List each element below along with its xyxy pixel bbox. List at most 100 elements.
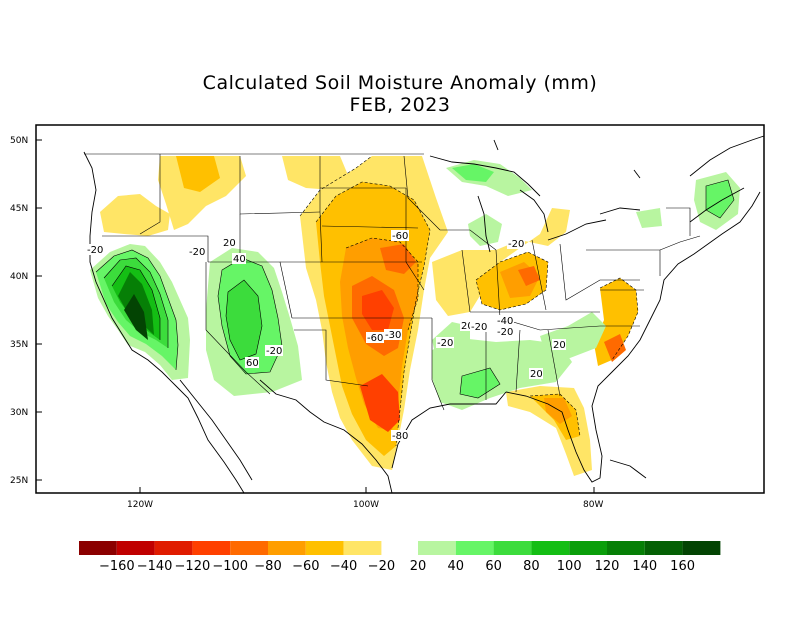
kansas-dry-core xyxy=(362,290,394,330)
montana-dry-core xyxy=(176,156,220,192)
legend-label-wet: 100 xyxy=(557,559,582,574)
maine-coast xyxy=(689,187,745,223)
legend-swatch-dry xyxy=(154,541,193,555)
texas-dry-core xyxy=(360,374,400,432)
anomaly-shading xyxy=(90,156,740,476)
legend-label-wet: 140 xyxy=(632,559,657,574)
mexico-gulf-coast xyxy=(259,379,393,494)
legend-swatch-wet xyxy=(607,541,645,555)
central-dry-5 xyxy=(380,244,416,274)
contour-label: -30 xyxy=(385,330,401,341)
great-lake-erie xyxy=(547,219,607,241)
legend-swatch-wet xyxy=(569,541,607,555)
great-lakes-wet-core xyxy=(452,164,494,182)
gulf-coast xyxy=(505,191,761,483)
legend-label-dry: −20 xyxy=(368,559,395,574)
latitude-labels: 50N 45N 40N 35N 30N 25N xyxy=(10,136,28,486)
legend-label-wet: 120 xyxy=(595,559,620,574)
lon-label: 120W xyxy=(127,500,153,510)
contour-label: -20 xyxy=(508,239,524,250)
contour-label: -80 xyxy=(392,431,408,442)
legend-swatch-dry xyxy=(305,541,344,555)
island-1 xyxy=(493,139,499,151)
west-coast-wet-6 xyxy=(124,294,148,340)
contour-label: 60 xyxy=(246,358,259,369)
dashed-contours xyxy=(299,155,639,447)
wisconsin-wet-region xyxy=(468,214,502,246)
legend-swatch-dry xyxy=(230,541,268,555)
legend-label-dry: −160 xyxy=(99,559,135,574)
west-coast xyxy=(83,151,245,494)
map-title: Calculated Soil Moisture Anomaly (mm) xyxy=(202,72,598,94)
midwest-dry-region xyxy=(432,208,570,316)
contour-label: 20 xyxy=(530,369,543,380)
great-lake-superior xyxy=(429,155,541,197)
montana-dry-region xyxy=(158,156,246,230)
legend-label-wet: 60 xyxy=(485,559,502,574)
legend-label-wet: 20 xyxy=(410,559,427,574)
legend-label-dry: −100 xyxy=(212,559,248,574)
georgia-dry-core xyxy=(544,398,572,424)
contour-label: -20 xyxy=(437,338,453,349)
legend-label-wet: 80 xyxy=(523,559,540,574)
contour-label: 20 xyxy=(223,238,236,249)
northeast-wet-patch xyxy=(636,208,662,228)
legend-label-dry: −60 xyxy=(292,559,319,574)
legend-swatch-wet xyxy=(644,541,683,555)
contour-label: 40 xyxy=(233,254,246,265)
northern-plains-dry-region xyxy=(282,156,350,190)
legend-label-dry: −120 xyxy=(175,559,211,574)
island-2 xyxy=(633,169,641,179)
contour-label: -20 xyxy=(266,346,282,357)
legend-swatch-dry xyxy=(79,541,117,555)
contour-label: -40 xyxy=(497,316,513,327)
legend-swatch-wet xyxy=(531,541,570,555)
lon-label: 100W xyxy=(353,500,379,510)
contour-label: -20 xyxy=(471,322,487,333)
legend-swatch-dry xyxy=(116,541,155,555)
legend-swatch-dry xyxy=(192,541,231,555)
legend-label-dry: −40 xyxy=(330,559,357,574)
map-frame xyxy=(35,124,765,494)
contour-label: 20 xyxy=(461,321,474,332)
carolina-dry-core xyxy=(604,334,626,362)
lat-label: 50N xyxy=(10,136,28,146)
longitude-labels: 120W 100W 80W xyxy=(127,500,603,510)
legend-swatch-dry xyxy=(343,541,382,555)
lat-label: 30N xyxy=(10,408,28,418)
lat-label: 35N xyxy=(10,340,28,350)
solid-contours xyxy=(95,179,735,399)
lon-label: 80W xyxy=(583,500,603,510)
lat-label: 45N xyxy=(10,204,28,214)
legend-label-dry: −80 xyxy=(254,559,281,574)
contour-label: -20 xyxy=(189,247,205,258)
contour-labels: -20 -20 20 40 -20 60 -60 -60 -30 20 -40 … xyxy=(86,230,566,442)
legend-swatch-wet xyxy=(493,541,532,555)
legend-label-wet: 160 xyxy=(670,559,695,574)
baja-coast xyxy=(179,379,253,481)
cuba-coast xyxy=(609,459,647,479)
map-subtitle: FEB, 2023 xyxy=(349,94,451,116)
indiana-dry-core xyxy=(518,266,540,286)
legend-swatch-wet xyxy=(418,541,456,555)
state-boundaries xyxy=(84,153,701,411)
color-legend: −160 −140 −120 −100 −80 −60 −40 −20 20 40 60 80 100 1… xyxy=(79,541,721,574)
legend-swatch-wet xyxy=(455,541,494,555)
great-lake-huron xyxy=(519,189,549,233)
legend-label-wet: 40 xyxy=(448,559,465,574)
great-lake-michigan xyxy=(477,195,491,253)
gulf-coast-wet-core xyxy=(460,368,500,398)
contour-label: 20 xyxy=(553,340,566,351)
legend-label-dry: −140 xyxy=(137,559,173,574)
lat-label: 40N xyxy=(10,272,28,282)
great-lake-ontario xyxy=(599,207,641,215)
axis-ticks xyxy=(36,139,595,493)
great-basin-wet-3 xyxy=(226,280,262,360)
lat-label: 25N xyxy=(10,476,28,486)
coastlines xyxy=(83,135,765,494)
contour-label: -20 xyxy=(497,327,513,338)
new-england-wet-core xyxy=(706,180,734,218)
legend-swatch-wet xyxy=(682,541,721,555)
contour-label: -60 xyxy=(392,231,408,242)
